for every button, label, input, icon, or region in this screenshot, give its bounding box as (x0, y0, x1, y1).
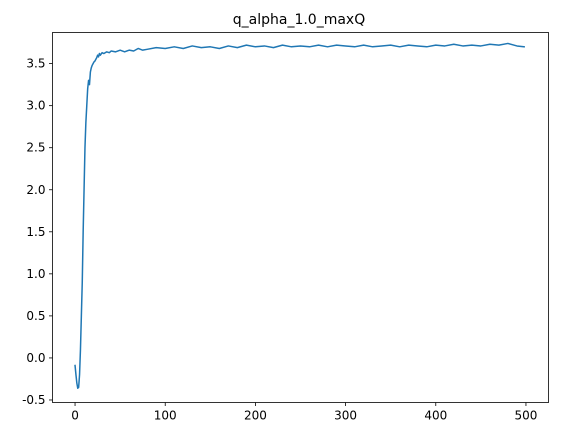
y-tick-label: 0.0 (26, 351, 45, 365)
chart-title: q_alpha_1.0_maxQ (233, 12, 365, 28)
y-tick-label: 3.5 (26, 57, 45, 71)
y-tick-label: 1.5 (26, 225, 45, 239)
y-tick-label: -0.5 (22, 393, 45, 407)
ticks-layer: 0 100 200 300 400 500 -0.5 0.0 0.5 1.0 1.5 2.0 2.5 3.… (22, 57, 537, 423)
x-tick-label: 500 (515, 409, 538, 423)
series-line (74, 42, 525, 389)
y-tick-label: 1.0 (26, 267, 45, 281)
x-tick-label: 0 (71, 409, 79, 423)
x-tick-label: 100 (154, 409, 177, 423)
x-tick-label: 200 (244, 409, 267, 423)
x-tick-label: 400 (424, 409, 447, 423)
y-tick-label: 0.5 (26, 309, 45, 323)
plot-frame (52, 32, 549, 403)
series-layer (74, 42, 525, 389)
y-tick-label: 2.5 (26, 141, 45, 155)
x-tick-label: 300 (334, 409, 357, 423)
y-tick-label: 2.0 (26, 183, 45, 197)
y-tick-label: 3.0 (26, 99, 45, 113)
